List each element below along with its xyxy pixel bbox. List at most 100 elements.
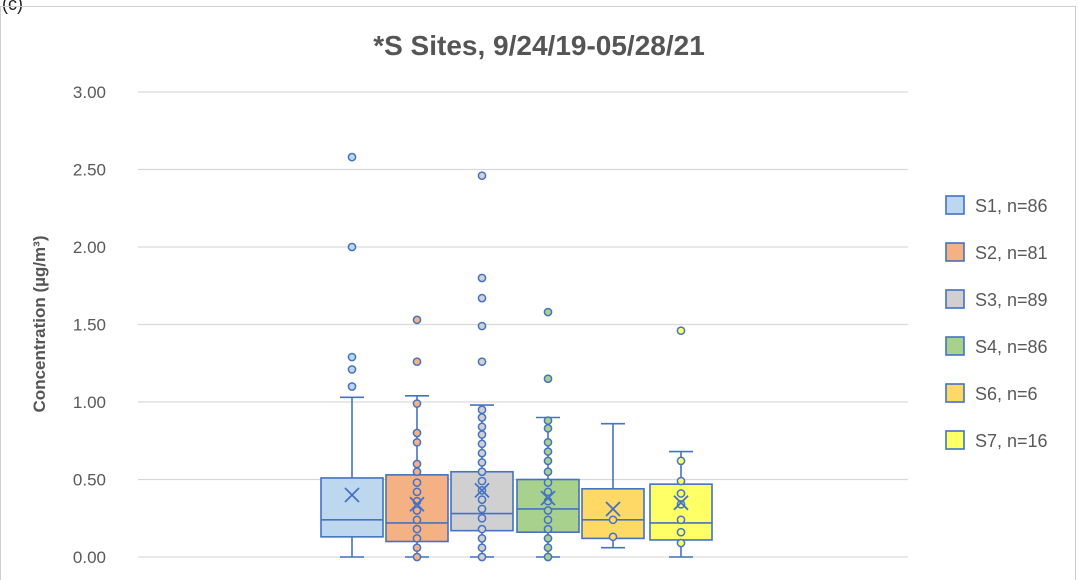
mean-marker [540, 490, 556, 506]
data-point [543, 467, 553, 477]
data-point [477, 405, 487, 415]
data-point [477, 439, 487, 449]
box-group [581, 422, 645, 549]
y-tick-label: 1.00 [73, 393, 106, 412]
y-tick-label: 1.50 [73, 316, 106, 335]
data-point [347, 365, 357, 374]
data-point [347, 152, 357, 162]
box-group [385, 315, 449, 562]
chart-title: *S Sites, 9/24/19-05/28/21 [373, 30, 705, 61]
data-point [543, 506, 553, 515]
data-point [477, 422, 487, 432]
box-group [516, 307, 580, 562]
data-point [347, 352, 357, 362]
data-point [477, 357, 487, 367]
data-point [543, 374, 553, 384]
legend-swatch [945, 289, 965, 309]
data-point [676, 527, 686, 537]
legend-label: S2, n=81 [975, 243, 1048, 263]
data-point [676, 499, 686, 509]
data-point [477, 458, 487, 467]
box-group [320, 152, 384, 558]
data-point [543, 416, 553, 425]
legend-label: S1, n=86 [975, 196, 1048, 216]
data-point [412, 552, 422, 562]
data-point [412, 459, 422, 469]
y-tick-label: 2.00 [73, 238, 106, 257]
data-point [477, 504, 487, 514]
box [320, 477, 384, 538]
legend-swatch [945, 195, 965, 215]
data-point [412, 315, 422, 325]
data-point [543, 515, 553, 525]
chart-frame [0, 6, 1076, 580]
data-point [543, 534, 553, 543]
data-point [543, 487, 553, 497]
data-point [477, 171, 487, 181]
data-point [543, 524, 553, 534]
legend-swatch [945, 336, 965, 356]
data-point [477, 321, 487, 331]
data-point [412, 467, 422, 477]
data-point [676, 326, 686, 336]
mean-marker [409, 496, 425, 512]
data-point [477, 273, 487, 283]
y-tick-label: 0.00 [73, 548, 106, 567]
data-point [543, 552, 553, 562]
data-point [412, 357, 422, 367]
data-point [477, 543, 487, 553]
data-point [543, 424, 553, 433]
data-point [477, 413, 487, 422]
data-point [676, 489, 686, 498]
y-axis-label: Concentration (µg/m³) [30, 236, 49, 413]
data-point [412, 534, 422, 543]
data-point [543, 456, 553, 466]
mean-marker [605, 501, 621, 517]
data-point [412, 515, 422, 525]
data-point [412, 543, 422, 553]
data-point [412, 428, 422, 438]
data-point [347, 242, 357, 252]
mean-marker [673, 495, 689, 511]
data-point [477, 476, 487, 486]
data-point [608, 532, 618, 542]
data-point [543, 437, 553, 447]
data-point [676, 538, 686, 548]
legend-label: S3, n=89 [975, 290, 1048, 310]
data-point [543, 478, 553, 487]
data-point [477, 534, 487, 543]
legend-label: S6, n=6 [975, 384, 1038, 404]
data-point [477, 448, 487, 458]
data-point [477, 524, 487, 534]
data-point [412, 506, 422, 515]
data-point [412, 487, 422, 497]
data-point [477, 495, 487, 504]
data-point [477, 552, 487, 562]
data-point [676, 515, 686, 525]
data-point [477, 513, 487, 523]
legend-label: S4, n=86 [975, 337, 1048, 357]
box-group [649, 326, 713, 558]
data-point [412, 437, 422, 447]
box [516, 478, 580, 534]
data-point [477, 467, 487, 477]
data-point [676, 476, 686, 486]
legend-swatch [945, 383, 965, 403]
data-point [477, 430, 487, 439]
y-tick-label: 0.50 [73, 471, 106, 490]
y-tick-label: 2.50 [73, 161, 106, 180]
data-point [543, 543, 553, 553]
legend-swatch [945, 242, 965, 262]
data-point [412, 524, 422, 534]
y-tick-label: 3.00 [73, 83, 106, 102]
data-point [412, 399, 422, 408]
data-point [412, 478, 422, 487]
panel-label: (c) [2, 0, 23, 14]
legend-label: S7, n=16 [975, 431, 1048, 451]
data-point [543, 447, 553, 456]
box [581, 487, 645, 540]
data-point [477, 293, 487, 303]
data-point [543, 307, 553, 317]
data-point [347, 382, 357, 391]
